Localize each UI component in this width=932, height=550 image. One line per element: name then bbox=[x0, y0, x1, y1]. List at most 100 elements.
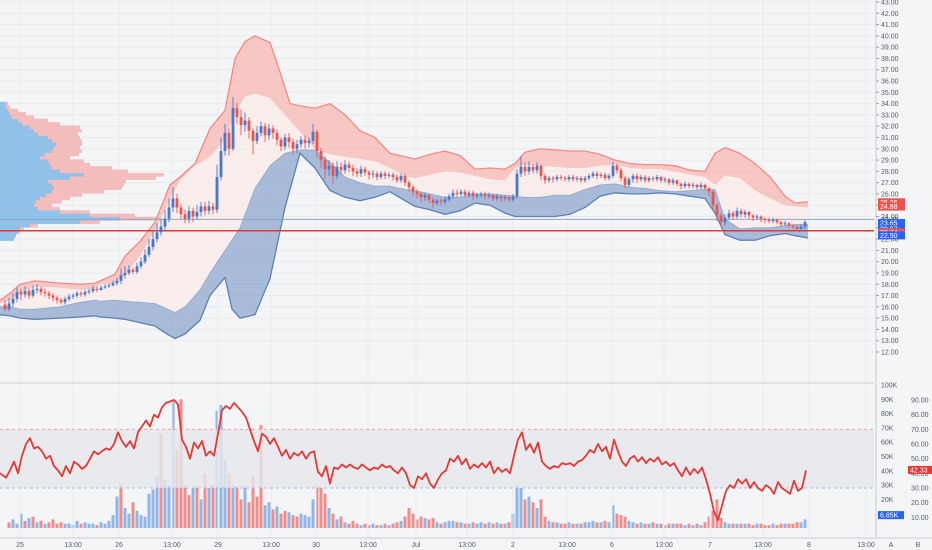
candle-up[interactable] bbox=[111, 283, 115, 286]
volume-bar-down[interactable] bbox=[595, 522, 599, 528]
candle-up[interactable] bbox=[159, 226, 163, 233]
volume-bar-up[interactable] bbox=[327, 507, 331, 528]
candle-down[interactable] bbox=[175, 198, 179, 208]
candle-up[interactable] bbox=[143, 254, 147, 262]
volume-bar-up[interactable] bbox=[771, 523, 775, 528]
candle-down[interactable] bbox=[767, 219, 771, 222]
candle-down[interactable] bbox=[747, 212, 751, 216]
candle-up[interactable] bbox=[671, 180, 675, 183]
candle-down[interactable] bbox=[131, 269, 135, 272]
candle-up[interactable] bbox=[171, 198, 175, 208]
volume-bar-down[interactable] bbox=[51, 519, 55, 528]
candle-down[interactable] bbox=[779, 222, 783, 225]
candle-down[interactable] bbox=[375, 173, 379, 177]
volume-bar-up[interactable] bbox=[599, 522, 603, 528]
volume-bar-down[interactable] bbox=[195, 485, 199, 528]
volume-bar-up[interactable] bbox=[443, 522, 447, 528]
volume-bar-up[interactable] bbox=[263, 505, 267, 528]
volume-bar-down[interactable] bbox=[391, 523, 395, 528]
volume-bar-up[interactable] bbox=[343, 522, 347, 528]
candle-down[interactable] bbox=[695, 184, 699, 188]
candle-up[interactable] bbox=[511, 196, 515, 200]
volume-bar-up[interactable] bbox=[91, 523, 95, 528]
volume-bar-down[interactable] bbox=[739, 523, 743, 528]
candle-down[interactable] bbox=[431, 199, 435, 203]
candle-up[interactable] bbox=[107, 285, 111, 287]
candle-down[interactable] bbox=[47, 293, 51, 296]
candle-up[interactable] bbox=[311, 131, 315, 141]
candle-down[interactable] bbox=[351, 167, 355, 172]
candle-up[interactable] bbox=[591, 173, 595, 176]
candle-down[interactable] bbox=[687, 183, 691, 187]
volume-bar-up[interactable] bbox=[803, 519, 807, 528]
volume-bar-up[interactable] bbox=[243, 485, 247, 528]
candle-down[interactable] bbox=[731, 213, 735, 217]
volume-bar-down[interactable] bbox=[543, 516, 547, 528]
candle-up[interactable] bbox=[607, 175, 611, 179]
volume-bar-up[interactable] bbox=[99, 522, 103, 528]
volume-bar-up[interactable] bbox=[359, 525, 363, 528]
volume-bar-down[interactable] bbox=[619, 515, 623, 528]
candle-down[interactable] bbox=[275, 132, 279, 140]
volume-bar-down[interactable] bbox=[539, 499, 543, 528]
candle-up[interactable] bbox=[583, 178, 587, 181]
candle-down[interactable] bbox=[407, 182, 411, 188]
volume-bar-up[interactable] bbox=[287, 512, 291, 528]
candle-up[interactable] bbox=[139, 261, 143, 267]
volume-bar-up[interactable] bbox=[107, 520, 111, 528]
candle-up[interactable] bbox=[75, 293, 79, 296]
price-panel[interactable] bbox=[0, 0, 874, 382]
volume-bar-down[interactable] bbox=[695, 523, 699, 528]
candle-up[interactable] bbox=[99, 287, 103, 290]
volume-bar-down[interactable] bbox=[427, 519, 431, 528]
volume-bar-up[interactable] bbox=[547, 520, 551, 528]
candle-up[interactable] bbox=[443, 199, 447, 202]
candle-down[interactable] bbox=[543, 175, 547, 181]
candle-up[interactable] bbox=[155, 232, 159, 240]
candle-down[interactable] bbox=[355, 171, 359, 174]
candle-up[interactable] bbox=[627, 179, 631, 185]
volume-panel[interactable] bbox=[7, 399, 807, 528]
volume-bar-up[interactable] bbox=[487, 522, 491, 528]
volume-bar-down[interactable] bbox=[707, 516, 711, 528]
candle-up[interactable] bbox=[299, 139, 303, 145]
candle-down[interactable] bbox=[319, 151, 323, 161]
volume-bar-up[interactable] bbox=[627, 520, 631, 528]
volume-bar-down[interactable] bbox=[719, 517, 723, 528]
candle-down[interactable] bbox=[291, 142, 295, 149]
candle-down[interactable] bbox=[523, 166, 527, 172]
volume-bar-up[interactable] bbox=[575, 523, 579, 528]
volume-bar-down[interactable] bbox=[331, 513, 335, 528]
candle-up[interactable] bbox=[387, 174, 391, 176]
volume-bar-down[interactable] bbox=[23, 520, 27, 528]
candle-up[interactable] bbox=[527, 166, 531, 172]
volume-bar-down[interactable] bbox=[715, 499, 719, 528]
volume-bar-down[interactable] bbox=[455, 522, 459, 528]
volume-bar-down[interactable] bbox=[315, 485, 319, 528]
volume-bar-up[interactable] bbox=[379, 525, 383, 528]
volume-bar-down[interactable] bbox=[659, 523, 663, 528]
candle-up[interactable] bbox=[423, 195, 427, 198]
candle-up[interactable] bbox=[451, 192, 455, 197]
candle-down[interactable] bbox=[3, 304, 7, 310]
volume-bar-up[interactable] bbox=[447, 520, 451, 528]
candle-up[interactable] bbox=[327, 165, 331, 170]
volume-bar-up[interactable] bbox=[111, 515, 115, 528]
volume-bar-up[interactable] bbox=[467, 523, 471, 528]
volume-bar-down[interactable] bbox=[787, 523, 791, 528]
volume-bar-down[interactable] bbox=[795, 522, 799, 528]
candle-down[interactable] bbox=[667, 179, 671, 183]
candle-up[interactable] bbox=[207, 206, 211, 211]
volume-bar-up[interactable] bbox=[495, 522, 499, 528]
candle-down[interactable] bbox=[499, 196, 503, 199]
volume-bar-down[interactable] bbox=[603, 520, 607, 528]
volume-bar-up[interactable] bbox=[519, 487, 523, 528]
candle-up[interactable] bbox=[555, 177, 559, 180]
volume-bar-up[interactable] bbox=[723, 522, 727, 528]
volume-bar-up[interactable] bbox=[735, 523, 739, 528]
candle-down[interactable] bbox=[643, 177, 647, 181]
candle-down[interactable] bbox=[483, 193, 487, 197]
candle-down[interactable] bbox=[439, 200, 443, 202]
volume-bar-up[interactable] bbox=[743, 523, 747, 528]
